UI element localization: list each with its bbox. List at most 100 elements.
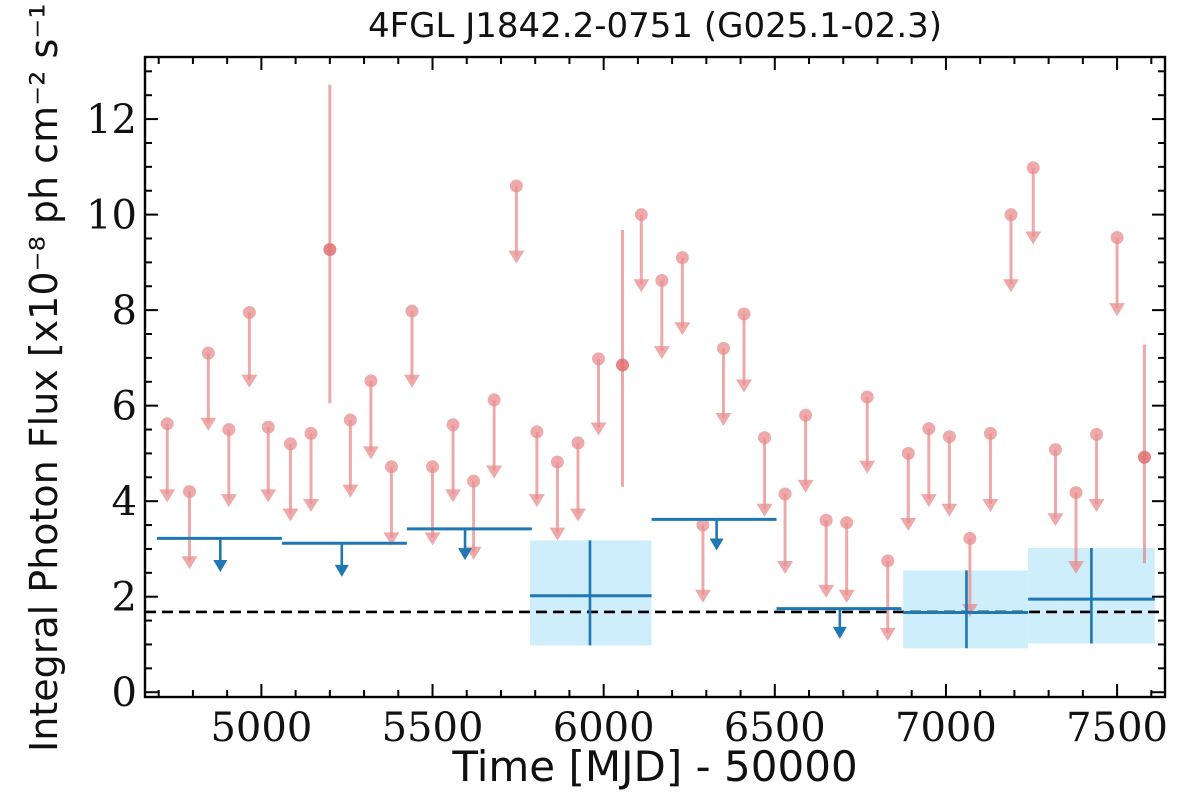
upper-limit-arrowhead xyxy=(342,484,359,498)
upper-limit-arrowhead xyxy=(879,627,896,641)
y-tick-label: 6 xyxy=(112,384,137,430)
upper-limit-arrowhead xyxy=(181,556,198,570)
x-tick-label: 7000 xyxy=(895,705,997,751)
upper-limit-point xyxy=(778,487,792,501)
x-axis-label: Time [MJD] - 50000 xyxy=(452,742,858,791)
upper-limit-arrowhead xyxy=(715,412,732,426)
upper-limit-point xyxy=(922,422,936,436)
upper-limit-arrowhead xyxy=(818,584,835,598)
upper-limit-point xyxy=(963,531,977,545)
y-tick-label: 10 xyxy=(86,193,137,239)
upper-limit-point xyxy=(1004,208,1018,222)
upper-limit-arrowhead xyxy=(486,465,503,479)
upper-limit-point xyxy=(222,423,236,437)
y-tick-label: 0 xyxy=(112,670,137,716)
upper-limit-arrowhead xyxy=(403,374,420,388)
upper-limit-arrowhead xyxy=(1109,303,1126,317)
binned-upper-limit-arrowhead xyxy=(832,626,847,639)
upper-limit-point xyxy=(592,352,606,366)
upper-limit-point xyxy=(716,341,730,355)
upper-limit-point xyxy=(261,420,275,434)
upper-limit-arrowhead xyxy=(920,494,937,508)
upper-limit-point xyxy=(364,374,378,388)
upper-limit-point xyxy=(655,274,669,288)
upper-limit-point xyxy=(758,431,772,445)
upper-limit-arrowhead xyxy=(528,494,545,508)
upper-limit-arrowhead xyxy=(508,250,525,264)
binned-upper-limit-arrowhead xyxy=(334,564,349,577)
upper-limit-point xyxy=(160,417,174,431)
upper-limit-point xyxy=(942,430,956,444)
binned-upper-limit-arrowhead xyxy=(458,548,473,561)
y-tick-label: 8 xyxy=(112,288,137,334)
upper-limit-arrowhead xyxy=(735,379,752,393)
upper-limit-point xyxy=(283,437,297,451)
upper-limit-arrowhead xyxy=(200,417,217,431)
upper-limit-arrowhead xyxy=(756,503,773,517)
upper-limit-point xyxy=(509,179,523,193)
upper-limit-point xyxy=(1090,427,1104,441)
upper-limit-point xyxy=(571,436,585,450)
upper-limit-arrowhead xyxy=(900,518,917,532)
upper-limit-arrowhead xyxy=(260,489,277,503)
upper-limit-point xyxy=(737,307,751,321)
upper-limit-point xyxy=(384,460,398,474)
upper-limit-point xyxy=(675,251,689,265)
detection-point xyxy=(323,242,337,256)
upper-limit-arrowhead xyxy=(859,460,876,474)
upper-limit-point xyxy=(201,346,215,360)
y-tick-label: 4 xyxy=(112,479,137,525)
upper-limit-point xyxy=(343,413,357,427)
upper-limit-point xyxy=(860,390,874,404)
y-tick-label: 2 xyxy=(112,575,137,621)
upper-limit-arrowhead xyxy=(303,498,320,512)
upper-limit-arrowhead xyxy=(445,489,462,503)
upper-limit-arrowhead xyxy=(362,446,379,460)
upper-limit-point xyxy=(1026,161,1040,175)
y-tick-label: 12 xyxy=(86,97,137,143)
x-tick-label: 6000 xyxy=(553,705,655,751)
upper-limit-point xyxy=(446,418,460,432)
upper-limit-arrowhead xyxy=(633,279,650,293)
upper-limit-arrowhead xyxy=(797,479,814,493)
upper-limit-point xyxy=(304,426,318,440)
upper-limit-point xyxy=(881,554,895,568)
upper-limit-point xyxy=(1110,231,1124,245)
upper-limit-arrowhead xyxy=(982,498,999,512)
upper-limit-point xyxy=(182,485,196,499)
x-tick-label: 5500 xyxy=(382,705,484,751)
upper-limit-arrowhead xyxy=(549,527,566,541)
upper-limit-arrowhead xyxy=(941,503,958,517)
upper-limit-point xyxy=(405,304,419,318)
upper-limit-point xyxy=(242,306,256,320)
binned-upper-limit-arrowhead xyxy=(709,538,724,551)
upper-limit-arrowhead xyxy=(424,532,441,546)
upper-limit-point xyxy=(901,446,915,460)
upper-limit-point xyxy=(467,474,481,488)
chart-title: 4FGL J1842.2-0751 (G025.1-02.3) xyxy=(367,6,943,46)
upper-limit-point xyxy=(840,516,854,530)
detection-point xyxy=(1137,450,1151,464)
upper-limit-point xyxy=(799,408,813,422)
upper-limit-arrowhead xyxy=(1002,279,1019,293)
upper-limit-arrowhead xyxy=(838,589,855,603)
upper-limit-arrowhead xyxy=(1088,498,1105,512)
upper-limit-arrowhead xyxy=(241,374,258,388)
upper-limit-arrowhead xyxy=(569,508,586,522)
upper-limit-point xyxy=(487,393,501,407)
detection-point xyxy=(615,358,629,372)
upper-limit-arrowhead xyxy=(590,422,607,436)
x-tick-label: 7500 xyxy=(1066,705,1168,751)
upper-limit-point xyxy=(426,460,440,474)
upper-limit-arrowhead xyxy=(1025,231,1042,245)
upper-limit-point xyxy=(983,426,997,440)
upper-limit-point xyxy=(550,455,564,469)
x-tick-label: 5000 xyxy=(210,705,312,751)
upper-limit-arrowhead xyxy=(1047,513,1064,527)
binned-upper-limit-arrowhead xyxy=(213,560,228,573)
upper-limit-point xyxy=(696,518,710,532)
upper-limit-point xyxy=(634,208,648,222)
upper-limit-point xyxy=(530,425,544,439)
plot-frame xyxy=(143,55,1167,699)
